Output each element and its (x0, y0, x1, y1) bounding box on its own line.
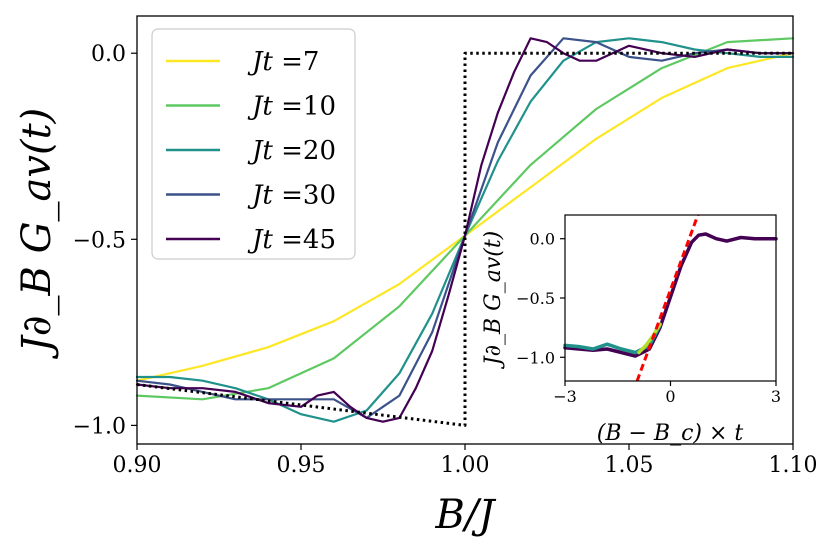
main-y-tick-label: 0.0 (91, 42, 126, 67)
main-series-5 (136, 51, 793, 427)
main-x-tick-label: 1.05 (605, 453, 654, 478)
inset-y-axis-title: J∂_B G_av(t) (481, 231, 506, 369)
legend: Jt =7 Jt =10 Jt =20 Jt =30 Jt =45 (151, 28, 356, 260)
inset-axes: −3 0 3 0.0 −0.5 −1.0 (B − B_c) × t J∂_B G_av(… (481, 214, 781, 446)
main-x-axis-title: B/J (435, 492, 497, 538)
main-x-tick-label: 1.10 (769, 453, 818, 478)
legend-label: Jt =30 (247, 181, 336, 211)
legend-box (151, 28, 356, 260)
inset-y-tick-label: 0.0 (530, 230, 555, 249)
main-y-tick-label: −0.5 (73, 228, 126, 253)
main-x-tick-label: 1.00 (441, 453, 490, 478)
main-y-tick-label: −1.0 (73, 414, 126, 439)
legend-label: Jt =20 (247, 136, 336, 166)
main-series-4 (135, 37, 795, 423)
inset-x-tick-label: 3 (771, 387, 781, 406)
main-ticks: 0.90 0.95 1.00 1.05 1.10 0.0 −0.5 −1.0 (73, 42, 818, 478)
inset-series-0 (563, 232, 778, 358)
main-y-axis-title: J∂_B G_av(t) (14, 108, 60, 360)
legend-label: Jt =7 (247, 47, 319, 77)
legend-label: Jt =10 (247, 92, 336, 122)
legend-items: Jt =7 Jt =10 Jt =20 Jt =30 Jt =45 (166, 47, 336, 255)
main-x-tick-label: 0.90 (113, 453, 162, 478)
inset-x-tick-label: −3 (553, 387, 577, 406)
inset-y-tick-label: −0.5 (516, 289, 555, 308)
inset-y-tick-label: −1.0 (516, 348, 555, 367)
main-plot-lines (135, 37, 795, 427)
inset-series-3 (635, 214, 700, 382)
inset-series-2 (637, 322, 662, 355)
main-x-tick-label: 0.95 (277, 453, 326, 478)
main-axes: 0.90 0.95 1.00 1.05 1.10 0.0 −0.5 −1.0 B/J J∂_B… (14, 15, 818, 538)
inset-x-axis-title: (B − B_c) × t (597, 421, 744, 446)
inset-ticks: −3 0 3 0.0 −0.5 −1.0 (516, 230, 781, 406)
inset-x-tick-label: 0 (665, 387, 675, 406)
legend-label: Jt =45 (247, 225, 336, 255)
inset-plot-lines (563, 214, 778, 382)
